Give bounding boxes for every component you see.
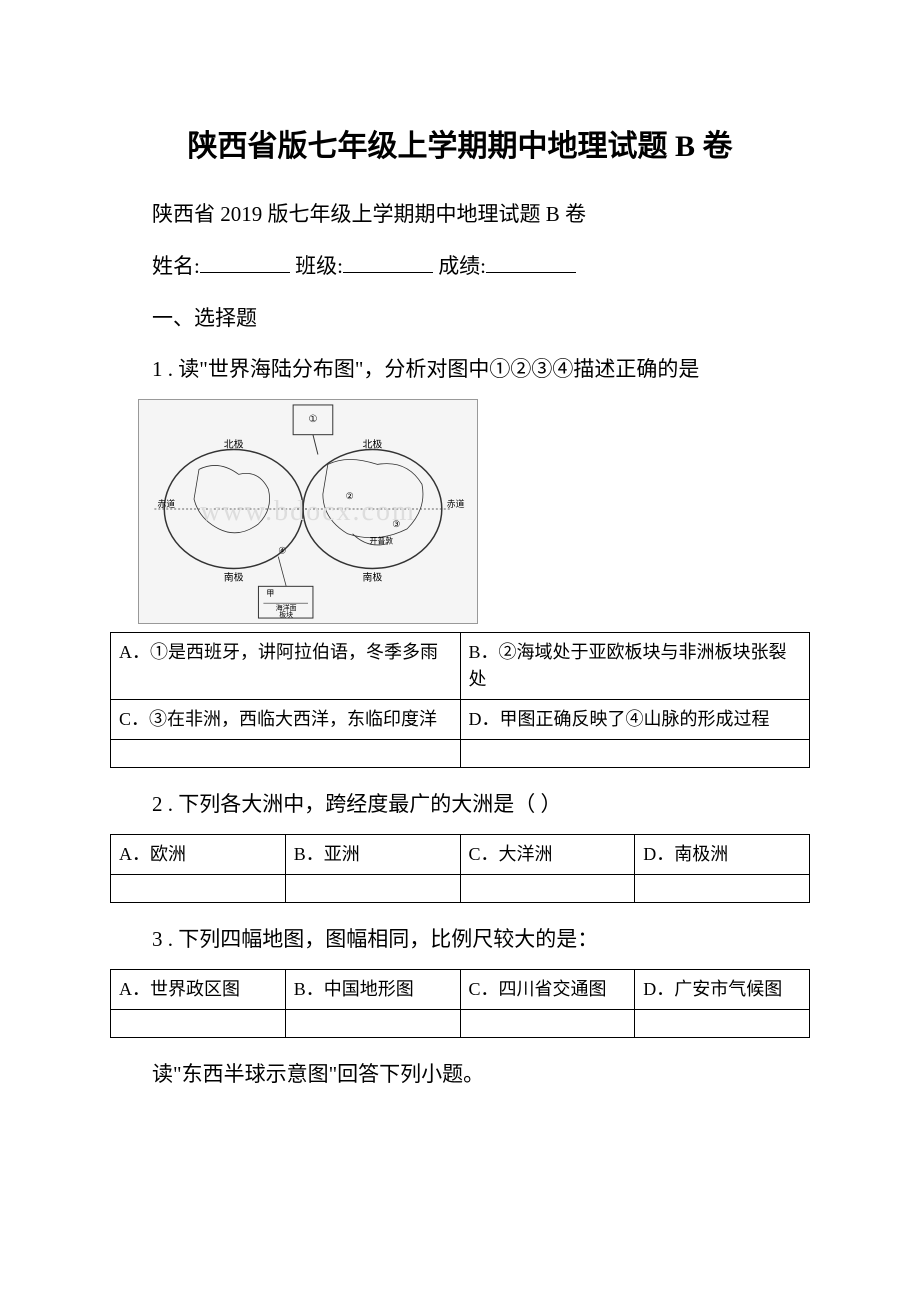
question-4-intro: 读"东西半球示意图"回答下列小题。 (110, 1056, 810, 1094)
q2-option-b: B．亚洲 (285, 834, 460, 874)
exam-subtitle: 陕西省 2019 版七年级上学期期中地理试题 B 卷 (110, 196, 810, 234)
svg-text:④: ④ (278, 546, 286, 556)
q3-option-a: A．世界政区图 (111, 969, 286, 1009)
q3-option-d: D．广安市气候图 (635, 969, 810, 1009)
name-blank (200, 272, 290, 273)
question-2-text: 2 . 下列各大洲中，跨经度最广的大洲是（ ） (110, 786, 810, 824)
svg-text:③: ③ (392, 519, 400, 529)
q2-blank-c (460, 874, 635, 902)
q3-option-c: C．四川省交通图 (460, 969, 635, 1009)
student-info-line: 姓名: 班级: 成绩: (110, 248, 810, 286)
svg-text:北极: 北极 (224, 438, 244, 451)
q2-option-c: C．大洋洲 (460, 834, 635, 874)
name-label: 姓名: (152, 254, 200, 278)
map-figure: ① 北极 北极 南极 南极 赤道 赤道 ② ③ 开普敦 ④ 甲 海洋面 板块 w… (138, 399, 478, 624)
question-1-text: 1 . 读"世界海陆分布图"，分析对图中①②③④描述正确的是 (110, 351, 810, 389)
class-blank (343, 272, 433, 273)
q3-option-b: B．中国地形图 (285, 969, 460, 1009)
svg-text:②: ② (346, 491, 354, 501)
q1-option-b: B．②海域处于亚欧板块与非洲板块张裂处 (460, 633, 810, 700)
q2-blank-a (111, 874, 286, 902)
score-label: 成绩: (438, 254, 486, 278)
page-title: 陕西省版七年级上学期期中地理试题 B 卷 (110, 120, 810, 174)
q1-option-a: A．①是西班牙，讲阿拉伯语，冬季多雨 (111, 633, 461, 700)
q1-blank-a (111, 740, 461, 768)
question-3-text: 3 . 下列四幅地图，图幅相同，比例尺较大的是： (110, 921, 810, 959)
svg-text:北极: 北极 (363, 438, 383, 451)
svg-text:甲: 甲 (266, 589, 274, 598)
svg-text:赤道: 赤道 (157, 498, 175, 509)
section-1-header: 一、选择题 (110, 300, 810, 338)
q3-blank-d (635, 1009, 810, 1037)
score-blank (486, 272, 576, 273)
q3-blank-a (111, 1009, 286, 1037)
q2-blank-d (635, 874, 810, 902)
svg-text:①: ① (309, 414, 318, 425)
q3-blank-b (285, 1009, 460, 1037)
svg-text:赤道: 赤道 (447, 498, 465, 509)
q1-blank-b (460, 740, 810, 768)
q2-options-table: A．欧洲 B．亚洲 C．大洋洲 D．南极洲 (110, 834, 810, 903)
q1-option-d: D．甲图正确反映了④山脉的形成过程 (460, 700, 810, 740)
q3-options-table: A．世界政区图 B．中国地形图 C．四川省交通图 D．广安市气候图 (110, 969, 810, 1038)
q3-blank-c (460, 1009, 635, 1037)
svg-text:板块: 板块 (279, 610, 293, 619)
svg-text:南极: 南极 (363, 571, 383, 584)
q2-blank-b (285, 874, 460, 902)
q2-option-d: D．南极洲 (635, 834, 810, 874)
q1-options-table: A．①是西班牙，讲阿拉伯语，冬季多雨 B．②海域处于亚欧板块与非洲板块张裂处 C… (110, 632, 810, 768)
q2-option-a: A．欧洲 (111, 834, 286, 874)
svg-text:开普敦: 开普敦 (369, 536, 393, 546)
class-label: 班级: (295, 254, 343, 278)
q1-option-c: C．③在非洲，西临大西洋，东临印度洋 (111, 700, 461, 740)
svg-text:南极: 南极 (224, 571, 244, 584)
svg-text:海洋面: 海洋面 (276, 603, 297, 612)
